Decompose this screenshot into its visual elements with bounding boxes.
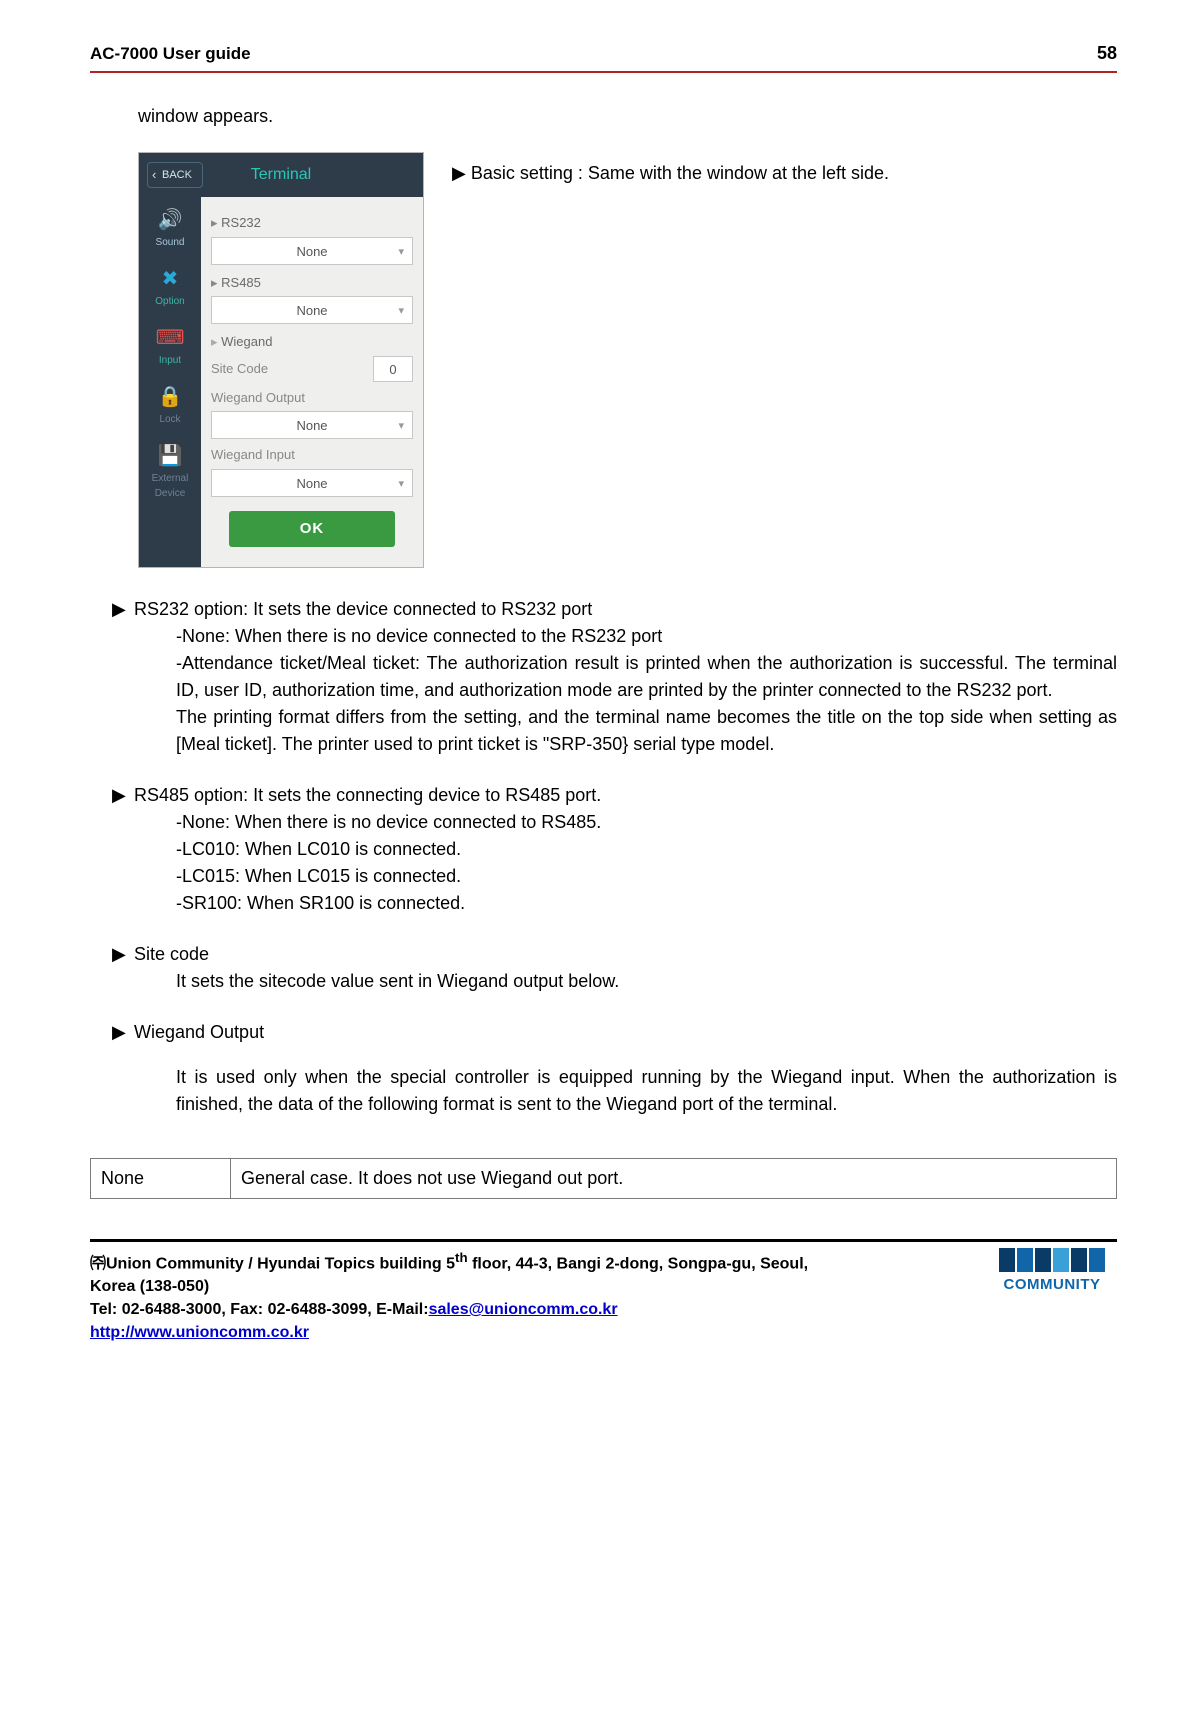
wiegand-output-dropdown[interactable]: None (211, 411, 413, 439)
footer-email-link[interactable]: sales@unioncomm.co.kr (429, 1301, 618, 1318)
rs485-line: -LC010: When LC010 is connected. (176, 836, 1117, 863)
sitecode-section: ▶ Site code It sets the sitecode value s… (112, 941, 1117, 995)
rs485-line: -SR100: When SR100 is connected. (176, 890, 1117, 917)
bullet-icon: ▶ (112, 941, 134, 968)
rs232-line: The printing format differs from the set… (176, 704, 1117, 758)
table-cell: General case. It does not use Wiegand ou… (231, 1158, 1117, 1198)
sidebar-item-input[interactable]: ⌨ Input (140, 321, 200, 374)
logo-bar (1017, 1248, 1033, 1272)
wiegand-table: None General case. It does not use Wiega… (90, 1158, 1117, 1199)
wout-body: It is used only when the special control… (176, 1064, 1117, 1118)
terminal-header: BACK Terminal (139, 153, 423, 197)
sitecode-label: Site Code (211, 359, 365, 379)
terminal-panel: RS232 None RS485 None Wiegand Site Code … (201, 197, 423, 567)
page-footer: ㈜Union Community / Hyundai Topics buildi… (90, 1242, 1117, 1345)
external-icon: 💾 (157, 443, 183, 469)
footer-text: ㈜Union Community / Hyundai Topics buildi… (90, 1248, 830, 1345)
table-row: None General case. It does not use Wiega… (91, 1158, 1117, 1198)
sitecode-body: It sets the sitecode value sent in Wiega… (176, 968, 1117, 995)
wout-head: Wiegand Output (134, 1019, 264, 1046)
wiegand-output-label: Wiegand Output (211, 388, 413, 408)
sidebar-item-label: Lock (140, 412, 200, 427)
footer-url-link[interactable]: http://www.unioncomm.co.kr (90, 1324, 309, 1341)
terminal-title: Terminal (251, 163, 311, 187)
sidebar-item-option[interactable]: ✖ Option (140, 262, 200, 315)
table-cell: None (91, 1158, 231, 1198)
rs485-dropdown[interactable]: None (211, 296, 413, 324)
rs232-section: ▶ RS232 option: It sets the device conne… (112, 596, 1117, 758)
terminal-sidebar: 🔊 Sound ✖ Option ⌨ Input 🔒 Lock 💾External Device (139, 197, 201, 567)
rs485-line: -None: When there is no device connected… (176, 809, 1117, 836)
logo-bar (1053, 1248, 1069, 1272)
logo-bar (1071, 1248, 1087, 1272)
intro-text: window appears. (138, 103, 1117, 130)
sitecode-input[interactable]: 0 (373, 356, 413, 382)
terminal-screenshot: BACK Terminal 🔊 Sound ✖ Option ⌨ Input 🔒 Lock 💾E… (138, 152, 424, 568)
back-button[interactable]: BACK (147, 162, 203, 189)
bullet-icon: ▶ (112, 782, 134, 809)
bullet-icon: ▶ (112, 596, 134, 623)
sitecode-head: Site code (134, 941, 209, 968)
sidebar-item-label: Input (140, 353, 200, 368)
page-number: 58 (1097, 40, 1117, 67)
side-note: ▶ Basic setting : Same with the window a… (452, 152, 1117, 568)
wiegand-input-label: Wiegand Input (211, 445, 413, 465)
rs485-head: RS485 option: It sets the connecting dev… (134, 782, 601, 809)
logo-bar (1089, 1248, 1105, 1272)
option-icon: ✖ (157, 266, 183, 292)
rs485-label: RS485 (211, 273, 413, 293)
logo-bar (1035, 1248, 1051, 1272)
rs485-section: ▶ RS485 option: It sets the connecting d… (112, 782, 1117, 917)
rs232-label: RS232 (211, 213, 413, 233)
footer-line: Tel: 02-6488-3000, Fax: 02-6488-3099, E-… (90, 1301, 429, 1318)
lock-icon: 🔒 (157, 384, 183, 410)
wiegand-input-dropdown[interactable]: None (211, 469, 413, 497)
bullet-icon: ▶ (112, 1019, 134, 1046)
sidebar-item-label: Option (140, 294, 200, 309)
sidebar-item-lock[interactable]: 🔒 Lock (140, 380, 200, 433)
sidebar-item-sound[interactable]: 🔊 Sound (140, 203, 200, 256)
page-header: AC-7000 User guide 58 (90, 40, 1117, 73)
sound-icon: 🔊 (157, 207, 183, 233)
logo-text: COMMUNITY (1004, 1274, 1101, 1297)
rs232-head: RS232 option: It sets the device connect… (134, 596, 592, 623)
rs232-dropdown[interactable]: None (211, 237, 413, 265)
wiegand-label: Wiegand (211, 332, 413, 352)
footer-sup: th (455, 1250, 468, 1265)
sidebar-item-label: Sound (140, 235, 200, 250)
logo-bar (999, 1248, 1015, 1272)
company-logo: COMMUNITY (987, 1248, 1117, 1297)
doc-title: AC-7000 User guide (90, 41, 251, 67)
rs232-line: -Attendance ticket/Meal ticket: The auth… (176, 650, 1117, 704)
logo-bars (999, 1248, 1105, 1272)
sidebar-item-label: External Device (140, 471, 200, 501)
sidebar-item-external[interactable]: 💾External Device (140, 439, 200, 507)
footer-line: ㈜Union Community / Hyundai Topics buildi… (90, 1255, 455, 1272)
rs485-line: -LC015: When LC015 is connected. (176, 863, 1117, 890)
input-icon: ⌨ (157, 325, 183, 351)
ok-button[interactable]: OK (229, 511, 395, 547)
rs232-line: -None: When there is no device connected… (176, 623, 1117, 650)
wiegand-output-section: ▶ Wiegand Output It is used only when th… (112, 1019, 1117, 1118)
